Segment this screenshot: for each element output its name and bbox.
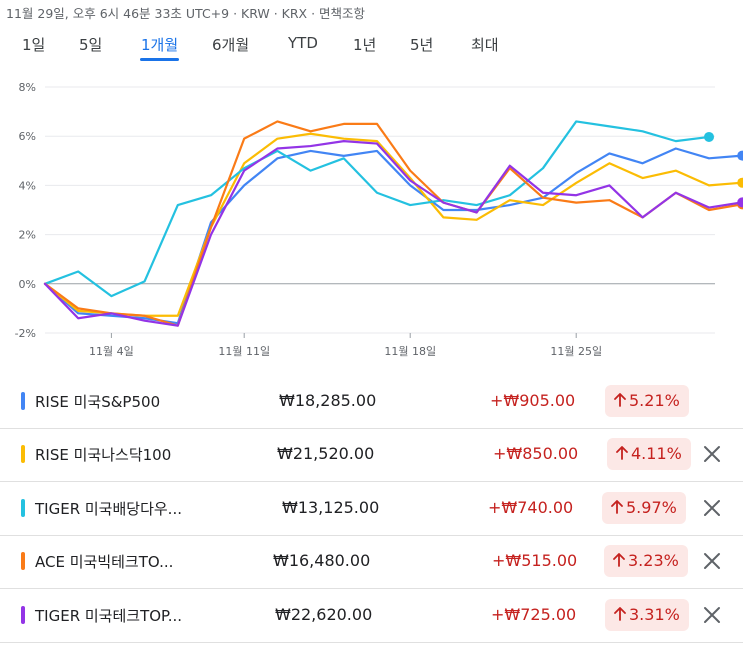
remove-comparison-button[interactable] [700,442,724,466]
arrow-up-icon [614,393,626,407]
security-name: TIGER 미국배당다우... [35,500,182,518]
comparison-row[interactable]: RISE 미국나스닥100 ₩21,520.00 +₩850.00 4.11% [0,428,743,482]
arrow-up-icon [616,446,628,460]
percent-change-value: 5.21% [629,391,680,410]
remove-comparison-button[interactable] [700,496,724,520]
comparison-row[interactable]: ACE 미국빅테크TO... ₩16,480.00 +₩515.00 3.23% [0,535,743,589]
tab-2[interactable]: 1개월 [139,36,180,61]
tab-3[interactable]: 6개월 [212,36,250,54]
comparison-row[interactable]: TIGER 미국배당다우... ₩13,125.00 +₩740.00 5.97% [0,482,743,536]
comparison-line-chart: 8% 6% 4% 2% 0% -2% 11월 4일 11월 11일 11월 18일 11월 25일 [15,81,743,358]
series-end-marker-0 [737,150,743,161]
close-icon [704,500,720,516]
tab-1[interactable]: 5일 [79,36,103,54]
tab-6[interactable]: 5년 [410,36,434,54]
series-color-swatch [21,499,25,517]
close-icon [704,553,720,569]
price: ₩16,480.00 [273,551,371,570]
x-tick-label: 11월 18일 [384,344,436,358]
series-color-swatch [21,552,25,570]
comparison-row[interactable]: TIGER 미국테크TOP... ₩22,620.00 +₩725.00 3.31% [0,589,743,643]
tab-4[interactable]: YTD [288,34,318,52]
comparison-row[interactable]: RISE 미국S&P500 ₩18,285.00 +₩905.00 5.21% [0,375,743,429]
percent-change-badge: 5.97% [602,492,686,524]
security-name: RISE 미국나스닥100 [35,446,172,464]
percent-change-badge: 3.31% [605,599,689,631]
y-tick-label: 8% [19,81,36,94]
time-range-tabs: 1일 5일 1개월 6개월 YTD 1년 5년 최대 [0,30,743,61]
security-name: RISE 미국S&P500 [35,393,161,411]
percent-change-value: 3.23% [628,551,679,570]
percent-change-value: 5.97% [626,498,677,517]
security-name: TIGER 미국테크TOP... [35,607,183,625]
price-change: +₩740.00 [488,498,574,517]
percent-change-badge: 4.11% [607,438,691,470]
remove-comparison-button[interactable] [700,549,724,573]
percent-change-value: 4.11% [631,444,682,463]
arrow-up-icon [613,553,625,567]
series-end-marker-1 [737,177,743,188]
tab-7[interactable]: 최대 [471,36,499,54]
x-tick-label: 11월 4일 [89,344,134,358]
y-tick-label: 2% [19,229,36,242]
y-tick-label: 6% [19,130,36,143]
price-change: +₩725.00 [491,605,577,624]
remove-comparison-button[interactable] [700,603,724,627]
series-end-marker-2 [704,131,714,142]
price-change: +₩905.00 [490,391,576,410]
series-color-swatch [21,606,25,624]
percent-change-value: 3.31% [629,605,680,624]
price: ₩18,285.00 [279,391,377,410]
series-color-swatch [21,392,25,410]
y-tick-label: 4% [19,179,36,192]
x-tick-label: 11월 11일 [218,344,270,358]
tab-0[interactable]: 1일 [22,36,46,54]
series-line-2 [43,120,711,298]
timestamp-disclaimer: 11월 29일, 오후 6시 46분 33초 UTC+9 · KRW · KRX… [6,6,366,21]
series-line-4 [43,140,743,327]
arrow-up-icon [611,500,623,514]
series-line-1 [43,132,743,317]
x-tick-label: 11월 25일 [550,344,602,358]
y-tick-label: -2% [15,327,36,340]
arrow-up-icon [614,607,626,621]
price: ₩21,520.00 [277,444,375,463]
series-line-3 [43,120,743,327]
price: ₩13,125.00 [282,498,380,517]
series-end-marker-4 [737,197,743,208]
close-icon [704,607,720,623]
price-change: +₩515.00 [492,551,578,570]
percent-change-badge: 5.21% [605,385,689,417]
percent-change-badge: 3.23% [604,545,688,577]
series-color-swatch [21,445,25,463]
security-name: ACE 미국빅테크TO... [35,553,174,571]
close-icon [704,446,720,462]
price-change: +₩850.00 [493,444,579,463]
price: ₩22,620.00 [275,605,373,624]
tab-5[interactable]: 1년 [353,36,377,54]
y-tick-label: 0% [19,278,36,291]
